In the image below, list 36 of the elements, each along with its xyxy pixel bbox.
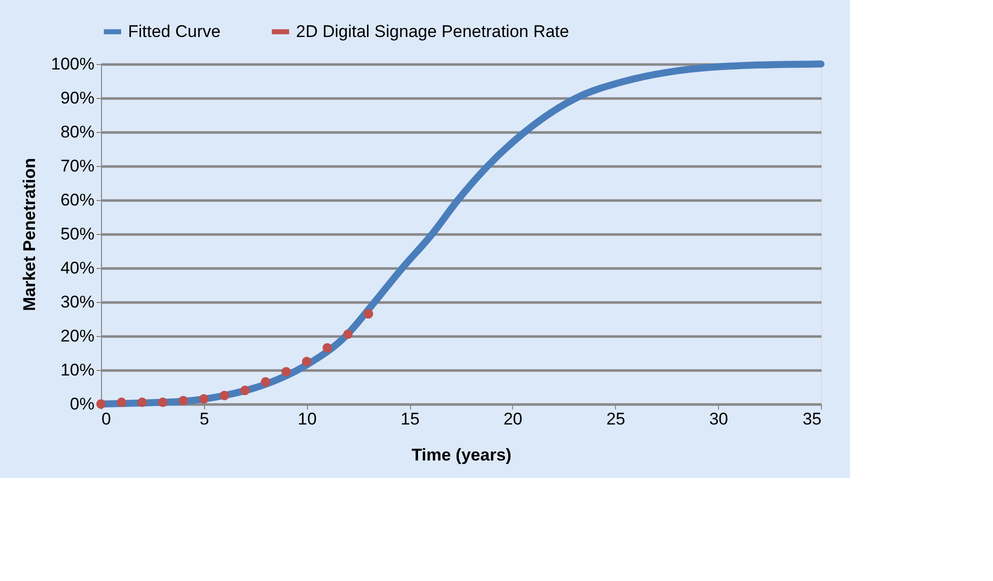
x-tick-label: 20 bbox=[503, 410, 522, 428]
legend-label: Fitted Curve bbox=[128, 22, 221, 41]
point bbox=[302, 356, 312, 366]
y-tick-label: 100% bbox=[51, 54, 94, 74]
legend-label: 2D Digital Signage Penetration Rate bbox=[296, 22, 570, 41]
y-tick-label: 80% bbox=[60, 122, 94, 142]
y-tick-label: 30% bbox=[60, 292, 94, 312]
point bbox=[199, 394, 209, 404]
y-axis-title: Market Penetration bbox=[20, 158, 40, 312]
x-tick-label: 5 bbox=[200, 410, 210, 428]
point bbox=[137, 398, 147, 408]
x-tick-label: 0 bbox=[102, 410, 111, 428]
y-tick-label: 50% bbox=[60, 224, 94, 244]
point bbox=[322, 343, 332, 353]
x-tick-label: 10 bbox=[298, 410, 317, 428]
x-tick-label: 30 bbox=[709, 410, 728, 428]
x-axis-title: Time (years) bbox=[412, 446, 512, 464]
point bbox=[240, 386, 250, 396]
point bbox=[281, 366, 291, 376]
y-tick-label: 60% bbox=[60, 190, 94, 210]
point bbox=[158, 398, 168, 408]
point bbox=[343, 330, 353, 340]
x-tick-label: 25 bbox=[606, 410, 626, 428]
point bbox=[178, 396, 188, 406]
y-tick-label: 90% bbox=[60, 88, 94, 108]
y-tick-label: 40% bbox=[60, 258, 94, 278]
y-tick-label: 0% bbox=[70, 394, 94, 414]
y-tick-label: 70% bbox=[60, 156, 94, 176]
point bbox=[116, 398, 126, 408]
y-tick-label: 10% bbox=[60, 360, 94, 380]
x-tick-label: 15 bbox=[400, 410, 420, 428]
point bbox=[364, 309, 374, 319]
x-tick-label: 35 bbox=[802, 410, 822, 428]
point bbox=[220, 390, 230, 400]
y-tick-label: 20% bbox=[60, 326, 94, 346]
point bbox=[260, 377, 270, 387]
